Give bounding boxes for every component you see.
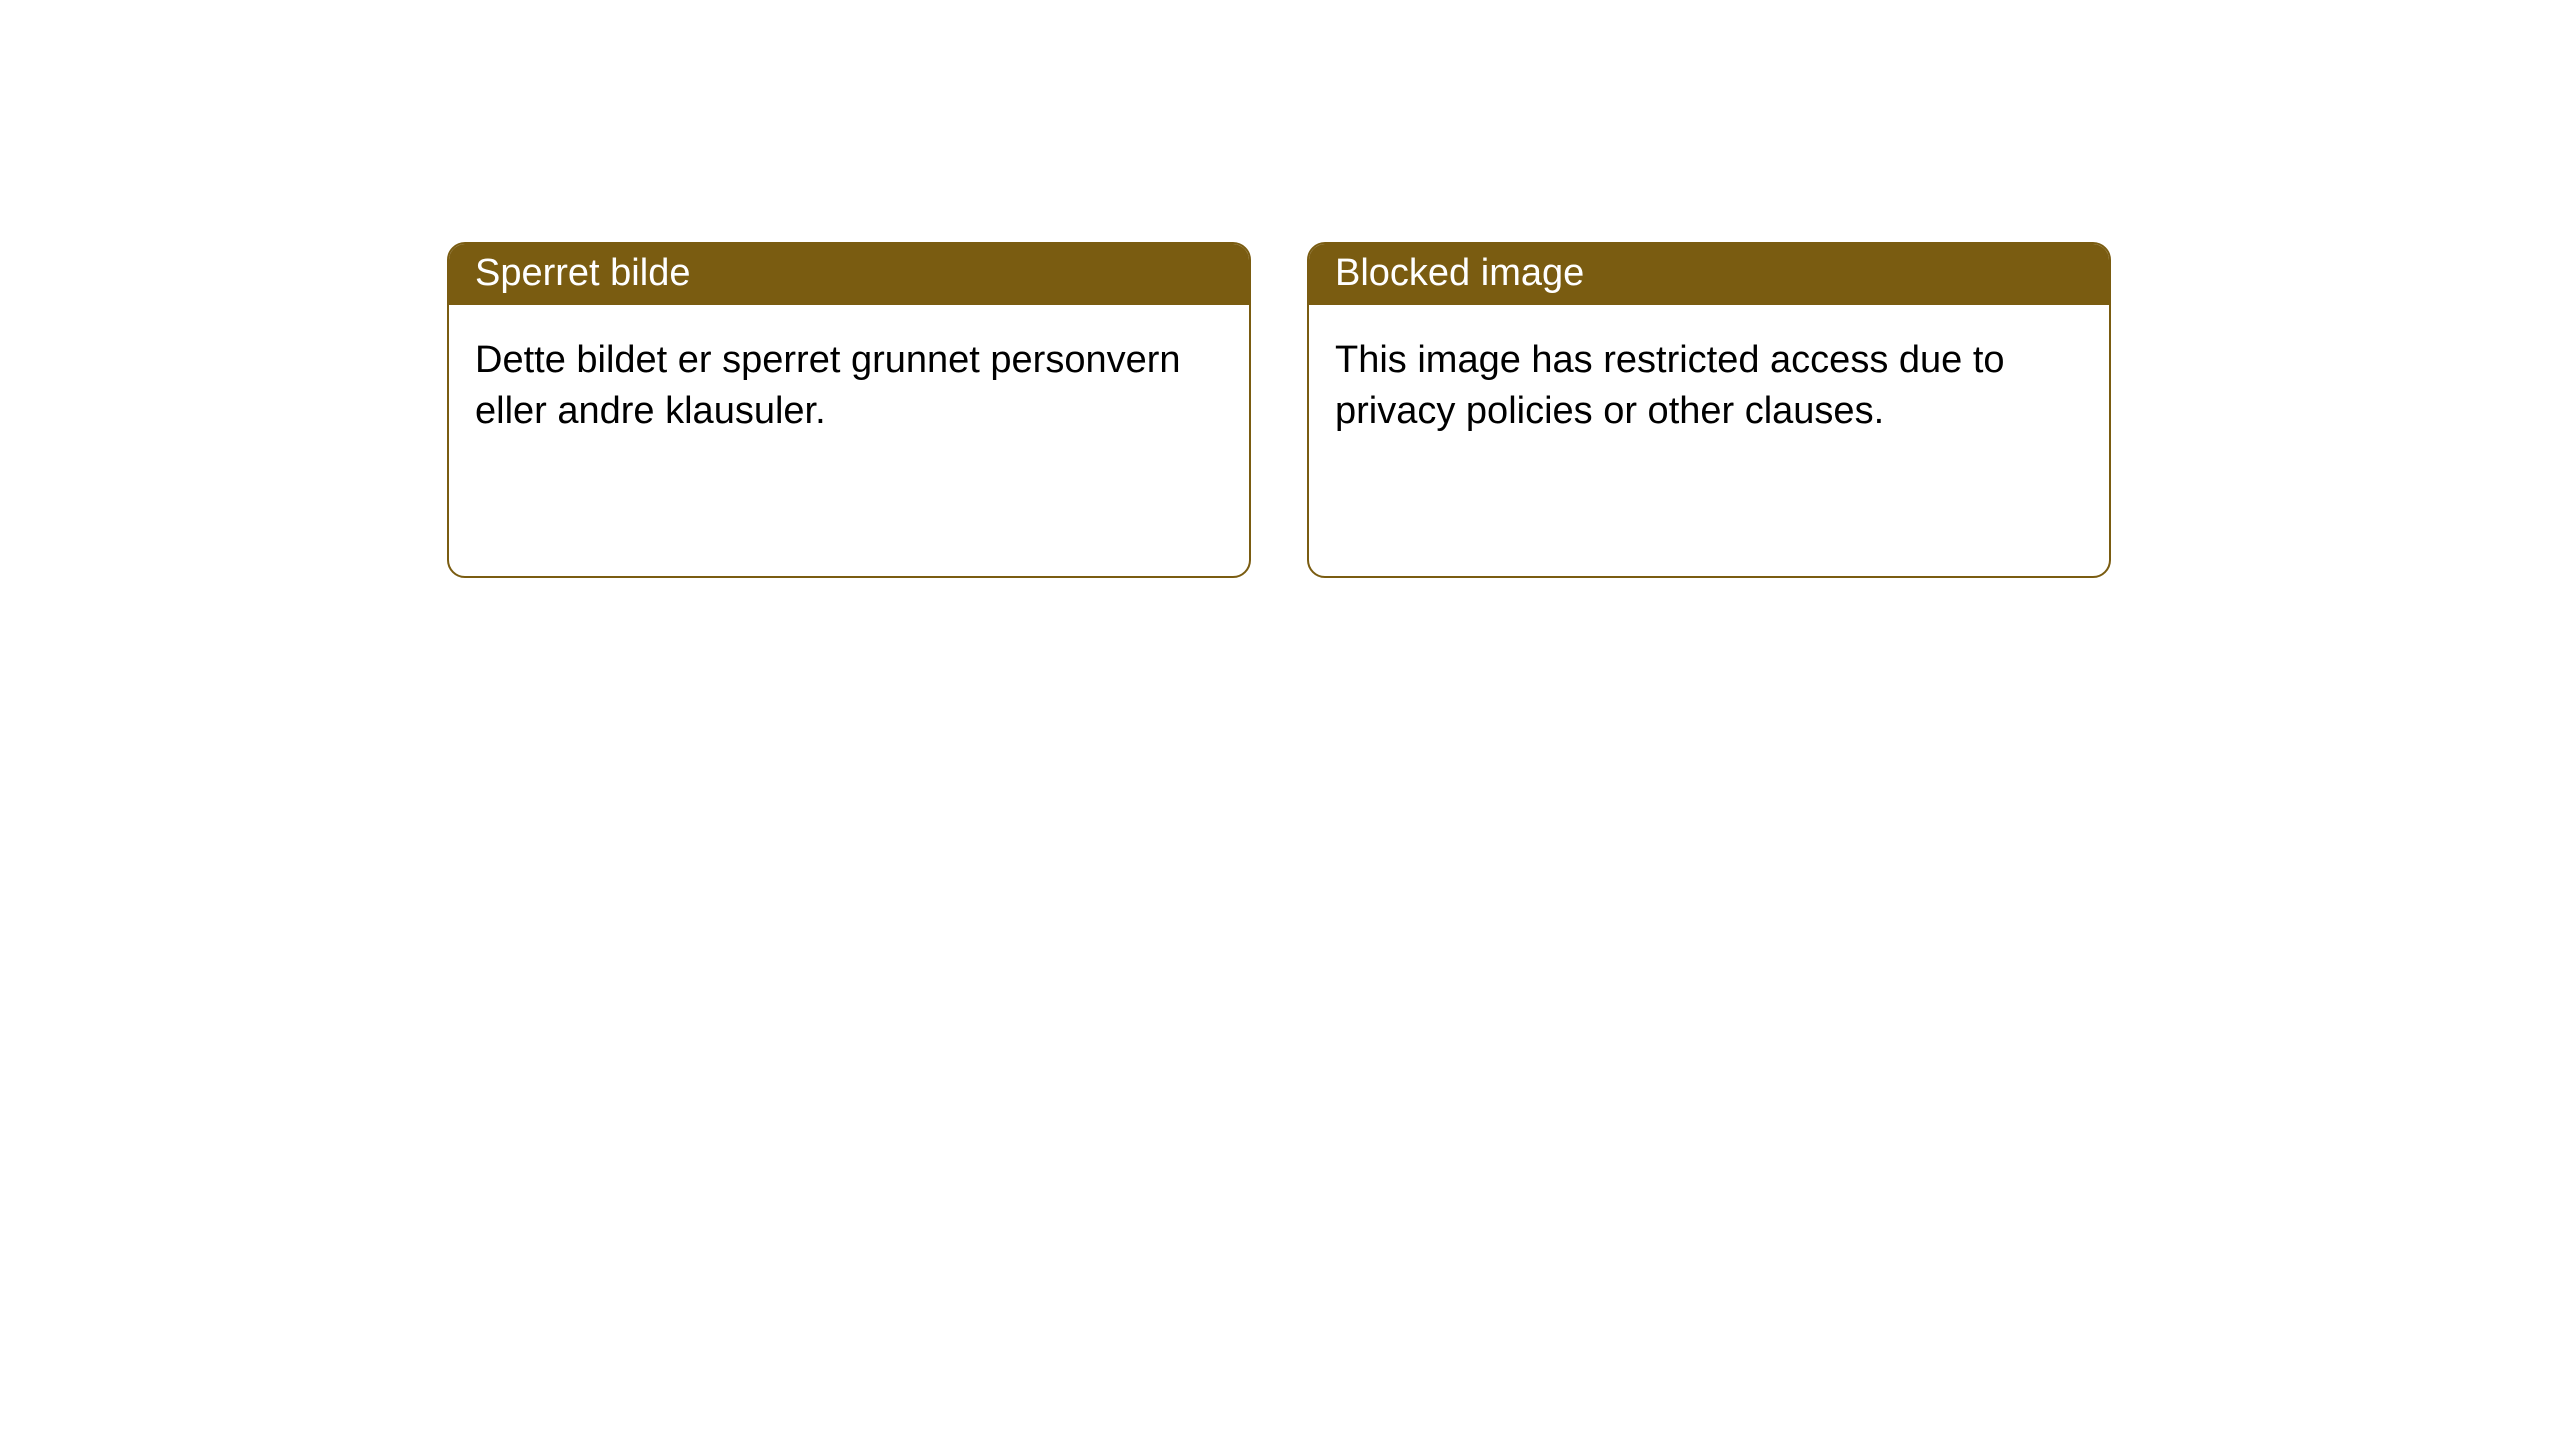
notice-box-norwegian: Sperret bilde Dette bildet er sperret gr…: [447, 242, 1251, 578]
notice-box-english: Blocked image This image has restricted …: [1307, 242, 2111, 578]
notice-body-english: This image has restricted access due to …: [1309, 305, 2109, 468]
notice-header-norwegian: Sperret bilde: [449, 244, 1249, 305]
notice-body-norwegian: Dette bildet er sperret grunnet personve…: [449, 305, 1249, 468]
notice-container: Sperret bilde Dette bildet er sperret gr…: [0, 0, 2560, 578]
notice-header-english: Blocked image: [1309, 244, 2109, 305]
